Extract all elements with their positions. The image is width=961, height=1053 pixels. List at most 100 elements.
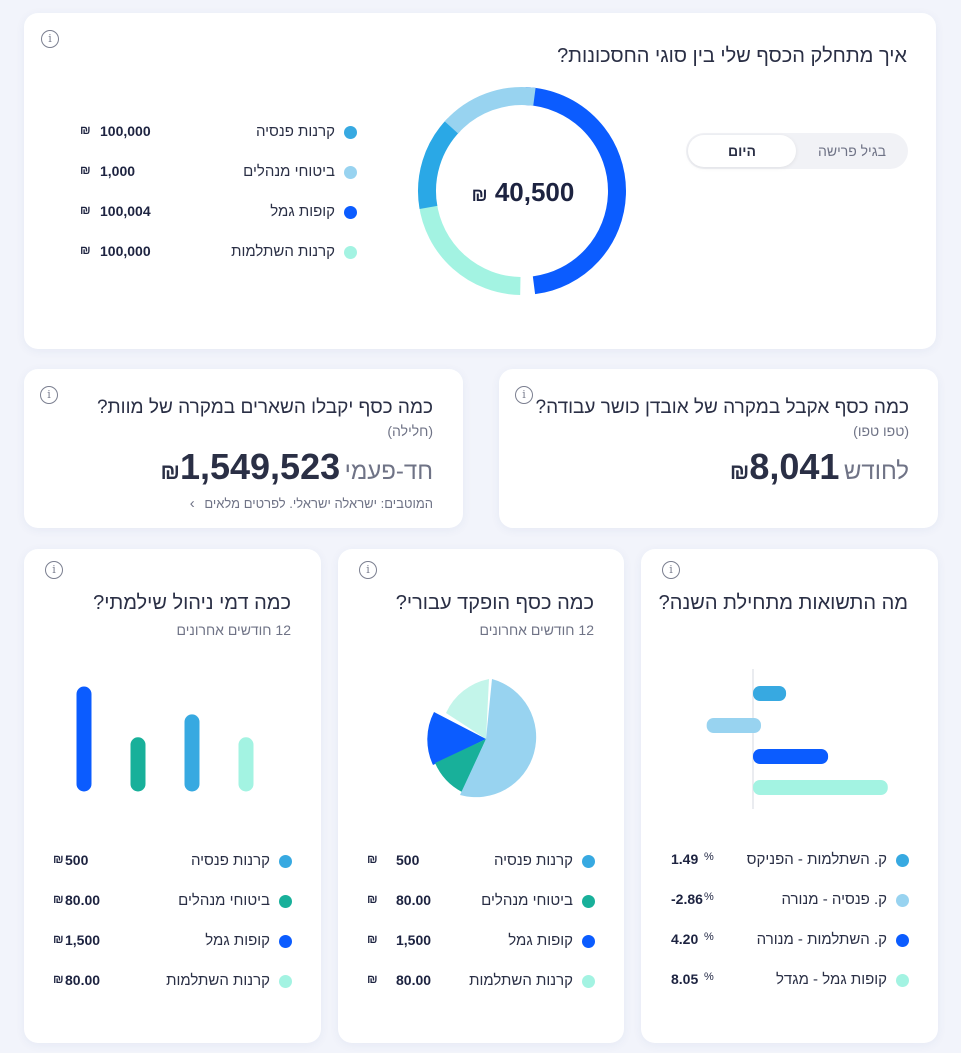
period-toggle: היום בגיל פרישה: [686, 133, 908, 169]
death-amount-row: חד-פעמי ₪1,549,523: [161, 446, 433, 488]
legend-label: קרנות השתלמות: [469, 972, 573, 989]
legend-value: 100,000: [100, 123, 151, 139]
legend-item: קופות גמל 1,500 ₪: [53, 932, 292, 952]
legend-currency: ₪: [53, 852, 64, 866]
returns-card: i מה התשואות מתחילת השנה? ק. השתלמות - ה…: [641, 549, 938, 1043]
disability-currency: ₪: [729, 459, 750, 484]
fees-subtitle: 12 חודשים אחרונים: [176, 622, 291, 638]
deposits-title: כמה כסף הופקד עבורי?: [395, 592, 594, 614]
distribution-card: i איך מתחלק הכסף שלי בין סוגי החסכונות? …: [24, 13, 936, 349]
legend-value: 80.00: [396, 892, 432, 908]
disability-note: (טפו טפו): [853, 423, 909, 439]
returns-bar: [753, 686, 787, 701]
legend-currency: ₪: [80, 203, 91, 217]
death-amount: 1,549,523: [179, 446, 341, 487]
returns-bar-chart: [706, 669, 888, 809]
legend-label: קופות גמל - מגדל: [775, 971, 887, 988]
legend-label: ביטוחי מנהלים: [178, 892, 270, 909]
legend-value: 80.00: [396, 972, 432, 988]
total-currency: ₪: [471, 185, 488, 205]
legend-dot-icon: [344, 206, 357, 219]
legend-currency: %: [704, 891, 714, 903]
returns-bar: [706, 718, 761, 733]
legend-label: קרנות השתלמות: [166, 972, 270, 989]
disability-amount-row: לחודש ₪8,041: [730, 446, 909, 488]
chevron-right-icon: ›: [189, 495, 195, 512]
legend-dot-icon: [896, 934, 909, 947]
legend-dot-icon: [344, 246, 357, 259]
deposits-subtitle: 12 חודשים אחרונים: [479, 622, 594, 638]
fees-title: כמה דמי ניהול שילמתי?: [93, 592, 291, 614]
legend-label: קופות גמל: [205, 932, 270, 949]
legend-dot-icon: [279, 975, 292, 988]
legend-value: 500: [65, 852, 89, 868]
legend-label: קרנות פנסיה: [493, 852, 573, 869]
fees-bar-chart: [76, 686, 254, 792]
death-note: (חלילה): [387, 423, 433, 439]
info-icon[interactable]: i: [359, 561, 377, 579]
legend-currency: ₪: [367, 932, 378, 946]
legend-value: 1,500: [65, 932, 101, 948]
disability-title: כמה כסף אקבל במקרה של אובדן כושר עבודה?: [535, 397, 909, 418]
info-icon[interactable]: i: [45, 561, 63, 579]
distribution-total: ₪ 40,500: [448, 177, 598, 208]
legend-item: קרנות השתלמות 100,000 ₪: [79, 243, 357, 263]
info-icon[interactable]: i: [662, 561, 680, 579]
toggle-retirement[interactable]: בגיל פרישה: [818, 143, 886, 159]
legend-value: 80.00: [65, 892, 101, 908]
legend-value: 100,004: [100, 203, 151, 219]
legend-label: ק. פנסיה - מנורה: [781, 891, 887, 908]
info-icon[interactable]: i: [515, 386, 533, 404]
legend-value: 8.05: [671, 971, 699, 987]
legend-value: 1,500: [396, 932, 432, 948]
legend-value: -2.86: [671, 891, 703, 907]
legend-dot-icon: [896, 854, 909, 867]
death-suffix: חד-פעמי: [344, 458, 433, 485]
pie-slice-pension: [460, 679, 537, 798]
toggle-today[interactable]: היום: [688, 135, 796, 167]
info-icon[interactable]: i: [40, 386, 58, 404]
death-title: כמה כסף יקבלו השארים במקרה של מוות?: [96, 397, 433, 418]
legend-item: ק. השתלמות - הפניקס 1.49%: [671, 851, 909, 871]
legend-dot-icon: [582, 935, 595, 948]
legend-label: קרנות פנסיה: [190, 852, 270, 869]
legend-dot-icon: [344, 126, 357, 139]
legend-dot-icon: [279, 895, 292, 908]
legend-label: קרנות השתלמות: [231, 243, 335, 260]
legend-item: קופות גמל 1,500 ₪: [367, 932, 595, 952]
legend-item: קרנות פנסיה 100,000 ₪: [79, 123, 357, 143]
legend-dot-icon: [582, 975, 595, 988]
legend-value: 100,000: [100, 243, 151, 259]
legend-dot-icon: [279, 855, 292, 868]
disability-suffix: לחודש: [843, 458, 909, 485]
legend-item: ק. השתלמות - מנורה 4.20%: [671, 931, 909, 951]
beneficiaries-text: המוטבים: ישראלה ישראלי. לפרטים מלאים: [204, 496, 433, 511]
returns-bar: [753, 749, 829, 764]
legend-item: קרנות פנסיה 500 ₪: [53, 852, 292, 872]
legend-item: קרנות השתלמות 80.00 ₪: [53, 972, 292, 992]
legend-value: 4.20: [671, 931, 699, 947]
beneficiaries-link[interactable]: המוטבים: ישראלה ישראלי. לפרטים מלאים ›: [190, 495, 433, 512]
legend-item: ביטוחי מנהלים 80.00 ₪: [53, 892, 292, 912]
legend-currency: ₪: [80, 123, 91, 137]
death-benefit-card: i כמה כסף יקבלו השארים במקרה של מוות? (ח…: [24, 369, 463, 528]
legend-label: ביטוחי מנהלים: [481, 892, 573, 909]
pie-slice-hishtalmut: [446, 679, 489, 739]
legend-value: 500: [396, 852, 420, 868]
legend-currency: ₪: [367, 972, 378, 986]
info-icon[interactable]: i: [41, 30, 59, 48]
deposits-pie-chart: [427, 679, 537, 798]
legend-currency: ₪: [80, 163, 91, 177]
legend-dot-icon: [344, 166, 357, 179]
legend-value: 1,000: [100, 163, 136, 179]
legend-item: ביטוחי מנהלים 1,000 ₪: [79, 163, 357, 183]
legend-value: 1.49: [671, 851, 699, 867]
legend-dot-icon: [582, 895, 595, 908]
legend-currency: ₪: [53, 932, 64, 946]
legend-currency: %: [704, 931, 714, 943]
pie-slice-managers: [435, 739, 486, 792]
legend-label: ביטוחי מנהלים: [243, 163, 335, 180]
legend-item: קופות גמל - מגדל 8.05%: [671, 971, 909, 991]
legend-currency: ₪: [53, 972, 64, 986]
legend-label: קרנות פנסיה: [255, 123, 335, 140]
